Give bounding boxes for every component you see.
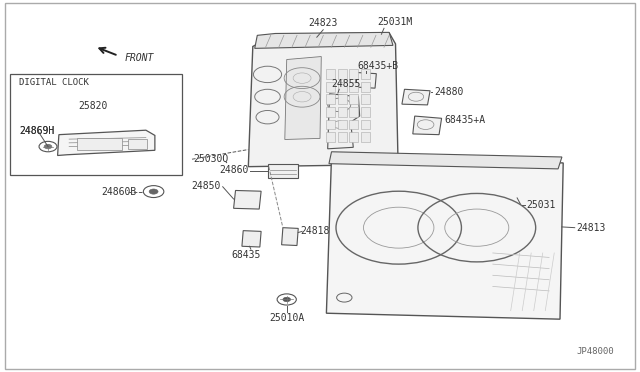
Bar <box>326 94 335 104</box>
Circle shape <box>149 189 158 194</box>
Text: 68435+B: 68435+B <box>357 61 398 71</box>
Circle shape <box>44 144 52 149</box>
Bar <box>268 164 298 178</box>
Text: 68435+A: 68435+A <box>445 115 486 125</box>
Polygon shape <box>402 89 430 105</box>
Bar <box>77 138 122 150</box>
Bar <box>338 69 347 79</box>
Text: 24860B: 24860B <box>101 187 136 197</box>
Polygon shape <box>326 156 563 319</box>
Bar <box>128 139 147 149</box>
Circle shape <box>283 297 291 302</box>
Bar <box>361 82 370 92</box>
Text: 25030Q: 25030Q <box>193 154 228 164</box>
Polygon shape <box>248 33 398 167</box>
Polygon shape <box>242 231 261 247</box>
Text: 24869H: 24869H <box>19 126 54 136</box>
Text: 25031: 25031 <box>527 200 556 209</box>
Text: FRONT: FRONT <box>125 53 154 62</box>
Text: 25820: 25820 <box>78 101 108 111</box>
Bar <box>361 107 370 117</box>
Text: 24818: 24818 <box>301 226 330 235</box>
Text: 68435: 68435 <box>232 250 261 260</box>
Bar <box>361 69 370 79</box>
Bar <box>349 107 358 117</box>
Bar <box>361 132 370 142</box>
Polygon shape <box>58 130 155 155</box>
Polygon shape <box>328 94 360 149</box>
Text: 25031M: 25031M <box>378 17 413 27</box>
Polygon shape <box>329 152 562 169</box>
Polygon shape <box>234 190 261 209</box>
Text: 24855: 24855 <box>332 78 361 89</box>
Bar <box>10 74 182 175</box>
Bar <box>349 132 358 142</box>
Bar <box>349 94 358 104</box>
Polygon shape <box>356 73 376 88</box>
Polygon shape <box>413 116 442 135</box>
Text: 24823: 24823 <box>308 18 338 28</box>
Text: 24850: 24850 <box>191 181 221 191</box>
Bar <box>326 69 335 79</box>
Bar <box>349 120 358 129</box>
Bar <box>338 107 347 117</box>
Polygon shape <box>285 57 321 140</box>
Polygon shape <box>282 228 298 246</box>
Bar <box>338 82 347 92</box>
Bar <box>349 69 358 79</box>
Polygon shape <box>255 32 393 48</box>
Bar <box>326 120 335 129</box>
Text: 25010A: 25010A <box>269 313 305 323</box>
Bar <box>361 94 370 104</box>
Bar <box>326 132 335 142</box>
Bar <box>326 107 335 117</box>
Text: 24813: 24813 <box>576 223 605 232</box>
Bar <box>326 82 335 92</box>
Bar <box>361 120 370 129</box>
Bar <box>338 132 347 142</box>
Text: 24860: 24860 <box>219 166 248 175</box>
Text: DIGITAL CLOCK: DIGITAL CLOCK <box>19 78 89 87</box>
Text: JP48000: JP48000 <box>577 347 614 356</box>
Bar <box>349 82 358 92</box>
Text: 24869H: 24869H <box>19 126 54 136</box>
Bar <box>338 94 347 104</box>
Text: 24880: 24880 <box>434 87 463 96</box>
Bar <box>338 120 347 129</box>
